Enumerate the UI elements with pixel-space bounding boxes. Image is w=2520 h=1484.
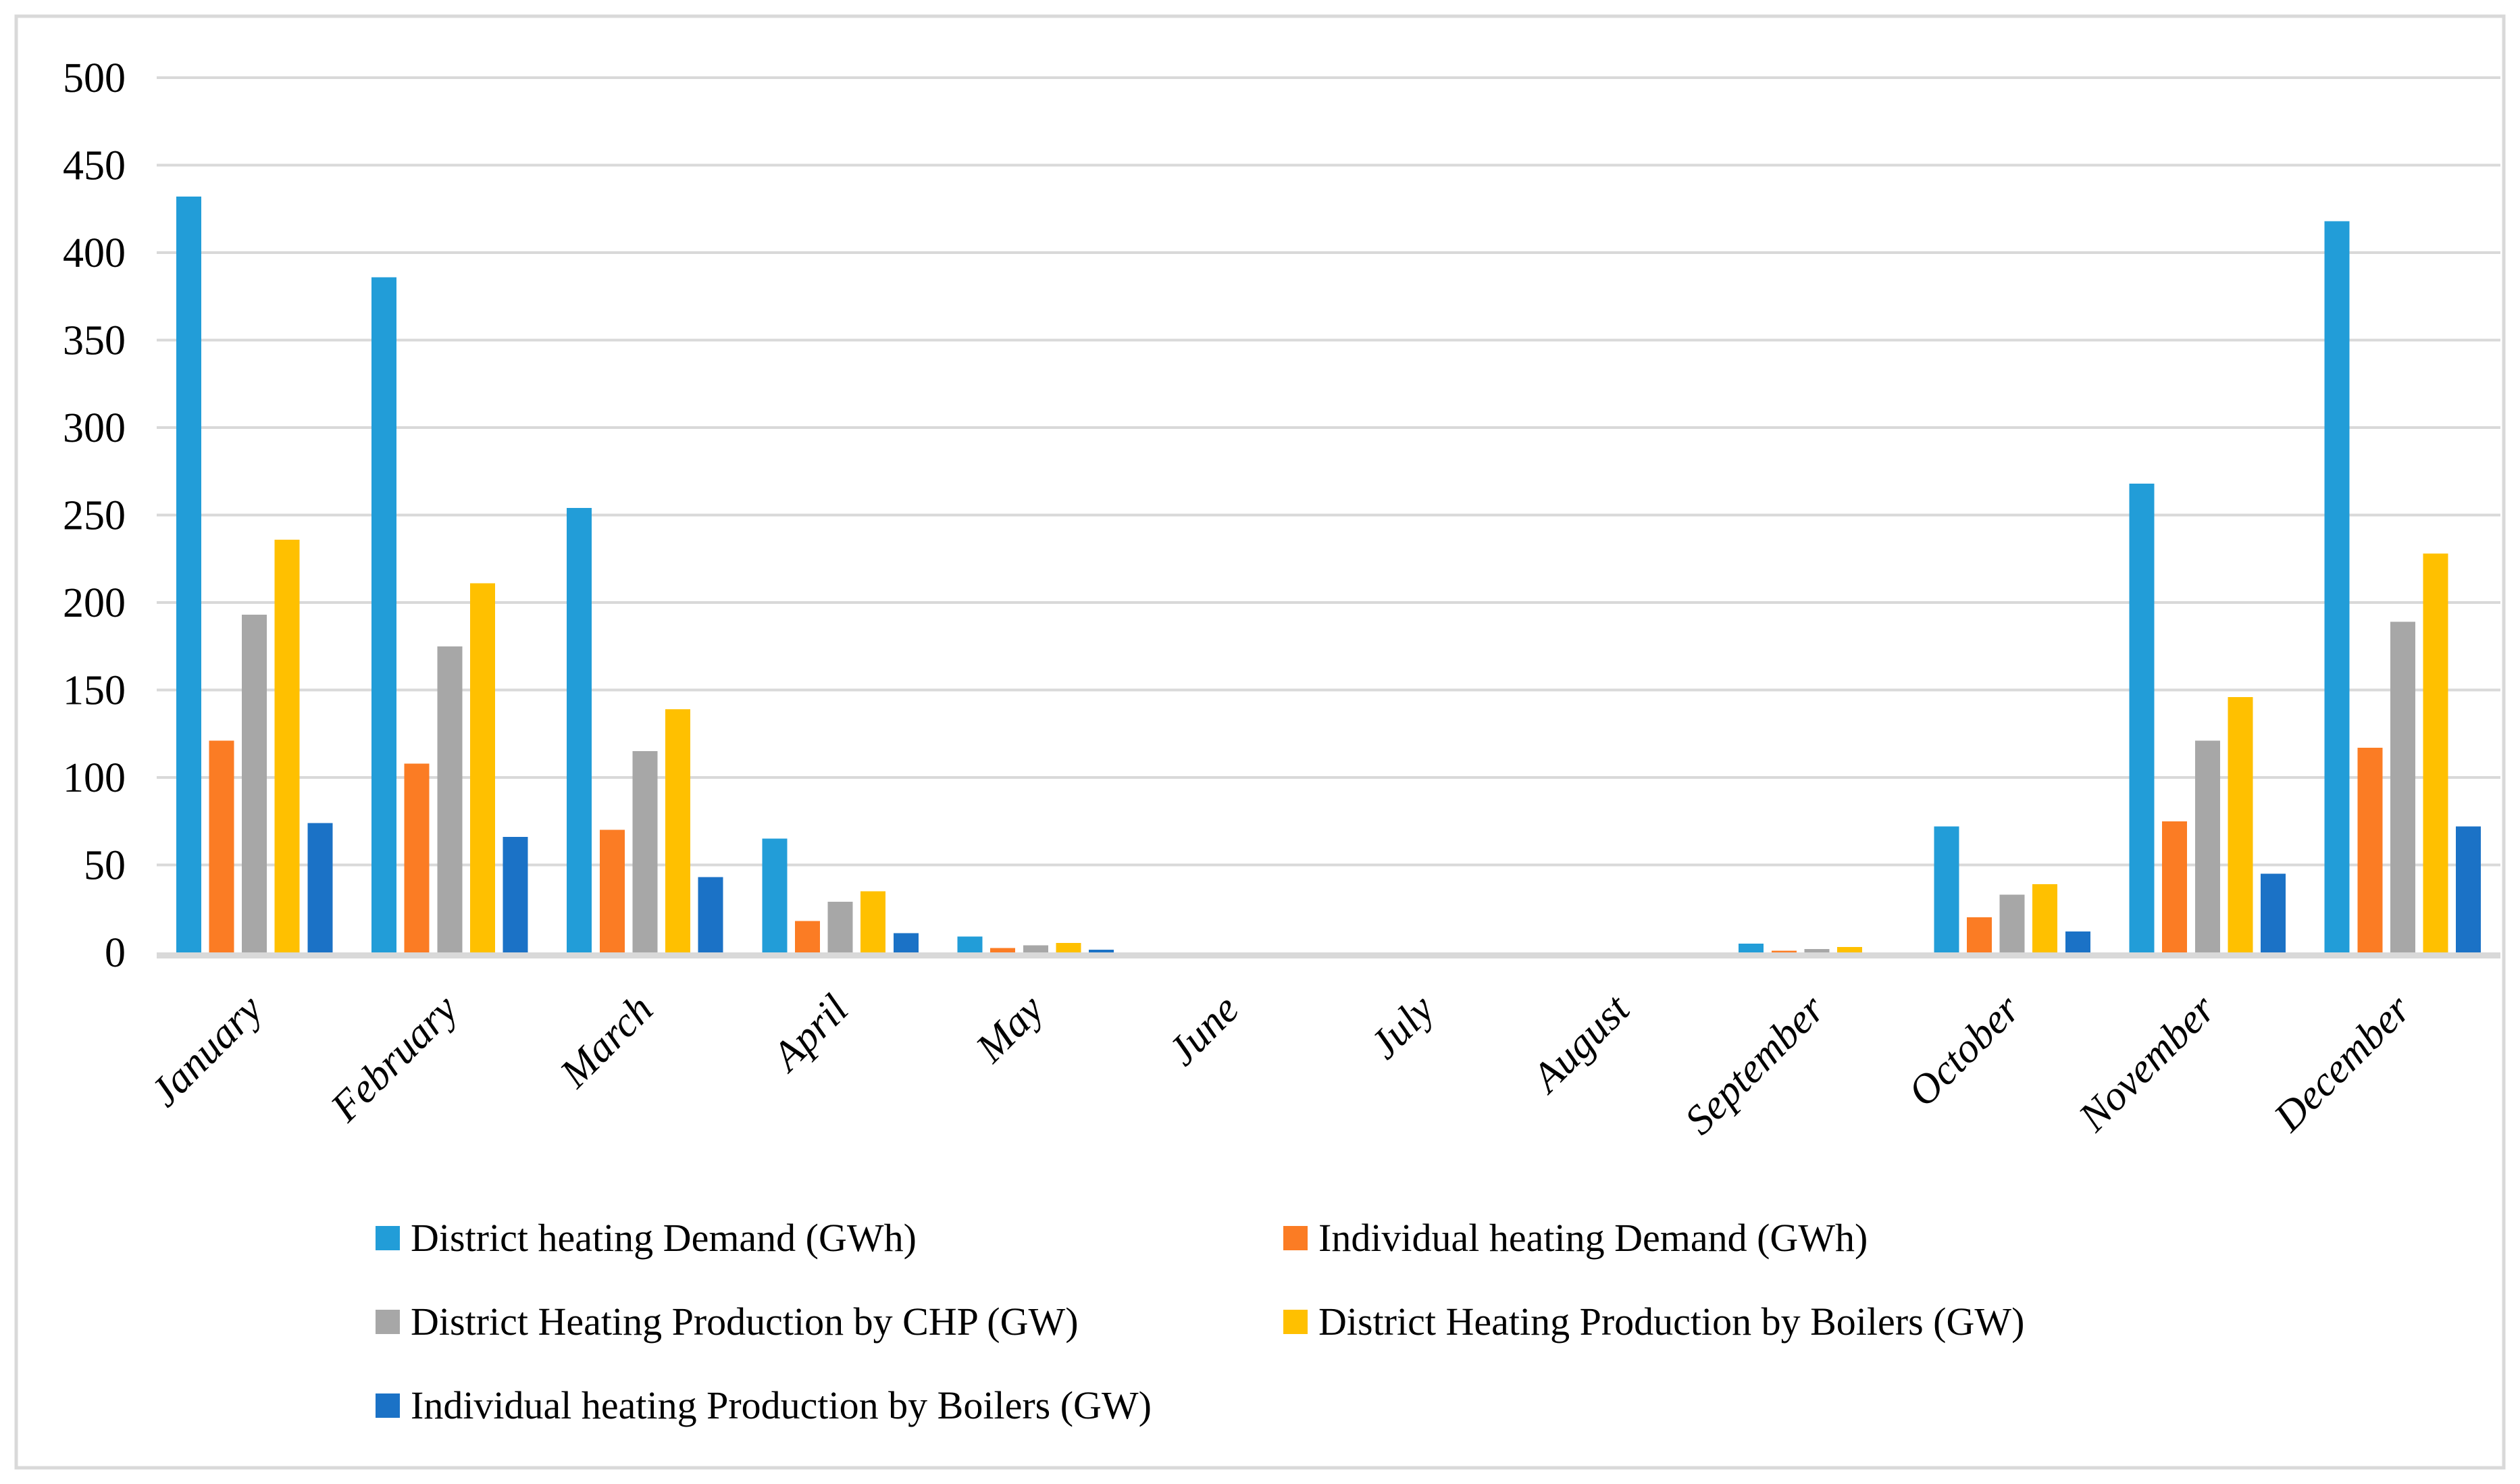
y-tick-label-350: 350 [63, 318, 126, 364]
legend-item-individual-heating-demand[interactable]: Individual heating Demand (GWh) [1283, 1213, 2024, 1263]
x-axis-label-november: November [2069, 986, 2225, 1141]
bar-january-district-heating-demand-gwh[interactable] [176, 197, 201, 952]
bar-march-district-heating-production-by-chp-gw[interactable] [632, 751, 658, 952]
y-tick-label-0: 0 [105, 930, 126, 976]
bar-february-individual-heating-demand-gwh[interactable] [404, 763, 430, 952]
bar-april-district-heating-production-by-boilers-gw[interactable] [860, 891, 886, 952]
legend-label: District heating Demand (GWh) [411, 1216, 917, 1260]
y-tick-label-200: 200 [63, 580, 126, 626]
bar-november-individual-heating-production-by-boilers-gw[interactable] [2260, 873, 2286, 952]
legend-label: Individual heating Demand (GWh) [1318, 1216, 1868, 1260]
bar-april-individual-heating-production-by-boilers-gw[interactable] [893, 933, 919, 952]
bar-october-individual-heating-production-by-boilers-gw[interactable] [2065, 931, 2090, 952]
bar-november-district-heating-production-by-boilers-gw[interactable] [2228, 696, 2253, 952]
bar-march-individual-heating-demand-gwh[interactable] [599, 829, 625, 952]
bar-december-individual-heating-production-by-boilers-gw[interactable] [2456, 826, 2482, 952]
bar-january-individual-heating-demand-gwh[interactable] [209, 740, 234, 952]
x-axis-label-august: August [1522, 986, 1639, 1103]
legend-swatch-individual-production-boilers-icon [376, 1393, 400, 1418]
bar-december-individual-heating-demand-gwh[interactable] [2357, 747, 2383, 952]
legend-swatch-district-production-boilers-icon [1283, 1310, 1308, 1334]
bar-february-individual-heating-production-by-boilers-gw[interactable] [503, 837, 528, 952]
chart-legend: District heating Demand (GWh) Individual… [376, 1213, 2024, 1431]
bar-february-district-heating-demand-gwh[interactable] [371, 277, 397, 952]
x-axis-label-february: February [322, 986, 467, 1131]
bar-may-individual-heating-demand-gwh[interactable] [990, 948, 1016, 952]
bar-october-district-heating-production-by-chp-gw[interactable] [1999, 894, 2025, 952]
y-tick-label-400: 400 [63, 230, 126, 276]
bar-october-district-heating-demand-gwh[interactable] [1934, 826, 1959, 952]
bar-may-district-heating-production-by-boilers-gw[interactable] [1056, 942, 1081, 952]
bar-march-district-heating-demand-gwh[interactable] [567, 508, 592, 952]
bar-march-individual-heating-production-by-boilers-gw[interactable] [698, 877, 723, 952]
bar-december-district-heating-demand-gwh[interactable] [2324, 221, 2350, 952]
legend-label: District Heating Production by Boilers (… [1318, 1300, 2025, 1344]
chart-border [14, 14, 2506, 1470]
y-tick-label-50: 50 [84, 843, 126, 889]
x-axis-label-march: March [551, 986, 662, 1097]
bar-october-district-heating-production-by-boilers-gw[interactable] [2032, 884, 2058, 952]
bar-december-district-heating-production-by-chp-gw[interactable] [2390, 621, 2415, 952]
bar-april-individual-heating-demand-gwh[interactable] [794, 921, 820, 952]
bar-november-district-heating-demand-gwh[interactable] [2129, 483, 2155, 952]
bar-november-district-heating-production-by-chp-gw[interactable] [2194, 740, 2220, 952]
x-axis-label-may: May [967, 986, 1052, 1071]
bar-april-district-heating-demand-gwh[interactable] [762, 838, 788, 952]
legend-item-district-production-chp[interactable]: District Heating Production by CHP (GW) [376, 1297, 1283, 1347]
y-tick-label-450: 450 [63, 143, 126, 189]
y-tick-label-500: 500 [63, 55, 126, 101]
bar-september-district-heating-demand-gwh[interactable] [1739, 944, 1764, 952]
bar-october-individual-heating-demand-gwh[interactable] [1966, 917, 1992, 952]
legend-label: District Heating Production by CHP (GW) [411, 1300, 1079, 1344]
bar-september-individual-heating-demand-gwh[interactable] [1771, 950, 1797, 952]
bar-january-district-heating-production-by-boilers-gw[interactable] [274, 539, 300, 952]
bar-may-district-heating-production-by-chp-gw[interactable] [1023, 945, 1048, 952]
y-tick-label-300: 300 [63, 405, 126, 451]
x-axis-label-october: October [1899, 986, 2029, 1115]
x-axis-label-january: January [142, 986, 272, 1115]
legend-item-district-production-boilers[interactable]: District Heating Production by Boilers (… [1283, 1297, 2024, 1347]
bar-november-individual-heating-demand-gwh[interactable] [2162, 821, 2188, 952]
x-axis-label-june: June [1159, 986, 1248, 1075]
bar-march-district-heating-production-by-boilers-gw[interactable] [665, 709, 691, 952]
x-axis-label-july: July [1361, 986, 1443, 1067]
x-axis-label-april: April [762, 986, 857, 1081]
legend-swatch-individual-heating-demand-icon [1283, 1226, 1308, 1250]
bar-january-individual-heating-production-by-boilers-gw[interactable] [307, 823, 333, 952]
bar-september-district-heating-production-by-chp-gw[interactable] [1804, 948, 1830, 952]
x-axis-label-december: December [2265, 986, 2420, 1141]
bar-april-district-heating-production-by-chp-gw[interactable] [827, 901, 853, 952]
bar-may-individual-heating-production-by-boilers-gw[interactable] [1088, 950, 1114, 952]
bar-may-district-heating-demand-gwh[interactable] [957, 936, 983, 952]
legend-item-district-heating-demand[interactable]: District heating Demand (GWh) [376, 1213, 1283, 1263]
y-tick-label-250: 250 [63, 493, 126, 539]
bar-january-district-heating-production-by-chp-gw[interactable] [242, 615, 267, 952]
y-tick-label-100: 100 [63, 755, 126, 801]
bar-december-district-heating-production-by-boilers-gw[interactable] [2423, 553, 2448, 952]
x-axis-line [157, 952, 2500, 958]
bar-february-district-heating-production-by-chp-gw[interactable] [437, 646, 463, 952]
x-axis-label-september: September [1676, 986, 1834, 1144]
bar-february-district-heating-production-by-boilers-gw[interactable] [469, 583, 495, 952]
legend-swatch-district-production-chp-icon [376, 1310, 400, 1334]
y-tick-label-150: 150 [63, 668, 126, 714]
legend-item-individual-production-boilers[interactable]: Individual heating Production by Boilers… [376, 1381, 1283, 1431]
legend-label: Individual heating Production by Boilers… [411, 1383, 1152, 1427]
legend-swatch-district-heating-demand-icon [376, 1226, 400, 1250]
bar-september-district-heating-production-by-boilers-gw[interactable] [1837, 947, 1863, 952]
